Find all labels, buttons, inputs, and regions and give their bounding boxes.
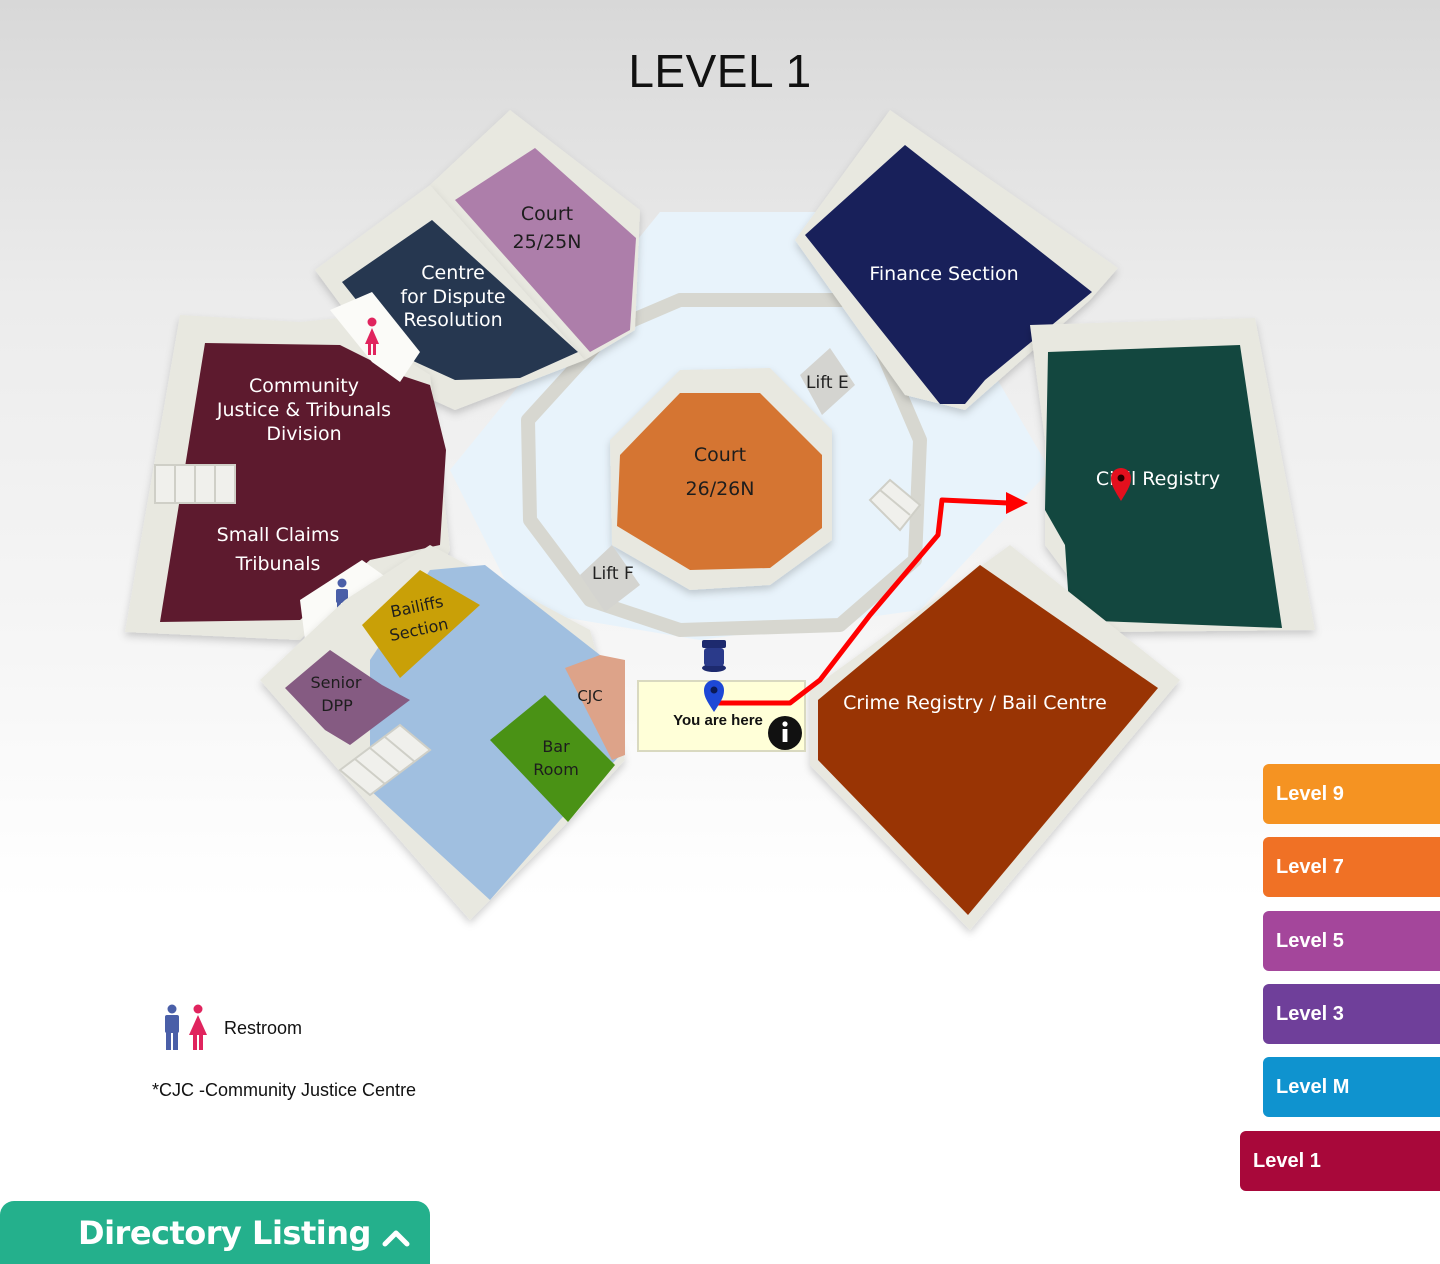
community-label-3: Division — [266, 423, 341, 445]
chevron-up-icon — [382, 1230, 410, 1246]
page-title: LEVEL 1 — [628, 45, 812, 97]
stairs-left-icon — [154, 464, 236, 504]
community-label-2: Justice & Tribunals — [216, 399, 391, 421]
start-location-pin-icon — [704, 680, 724, 712]
you-are-here-label: You are here — [673, 712, 763, 729]
senior-dpp-label-1: Senior — [311, 673, 362, 692]
court-26-label-2: 26/26N — [686, 478, 755, 500]
corridor-blue — [370, 565, 625, 900]
court-26-label-1: Court — [694, 444, 746, 466]
level-5-button[interactable]: Level 5 — [1263, 911, 1440, 971]
small-claims-label-1: Small Claims — [217, 524, 340, 546]
small-claims-label-2: Tribunals — [235, 553, 321, 575]
inner-ring-wall — [521, 293, 927, 637]
route-path — [714, 497, 1009, 706]
route-arrowhead — [1006, 492, 1028, 514]
stairs-bottom-icon — [338, 723, 432, 797]
directory-listing-button[interactable]: Directory Listing — [0, 1201, 430, 1264]
directory-listing-label: Directory Listing — [78, 1213, 371, 1252]
community-label-1: Community — [249, 375, 359, 397]
legend-restroom-label: Restroom — [224, 1017, 303, 1038]
level-3-button[interactable]: Level 3 — [1263, 984, 1440, 1044]
info-icon[interactable] — [768, 716, 802, 750]
floor-map[interactable]: Court 25/25N Centre for Dispute Resoluti… — [0, 0, 1440, 960]
lift-e-box — [800, 348, 855, 415]
stairs-center-icon — [868, 478, 922, 532]
dispute-label-2: for Dispute — [400, 286, 505, 308]
civil-room[interactable] — [1045, 345, 1282, 628]
court-25-room[interactable] — [455, 148, 636, 352]
finance-label: Finance Section — [869, 263, 1018, 285]
senior-dpp-label-2: DPP — [321, 696, 353, 715]
level-9-button[interactable]: Level 9 — [1263, 764, 1440, 824]
restroom-legend-icon — [165, 1004, 207, 1050]
destination-pin-icon — [1111, 468, 1131, 501]
level-m-button[interactable]: Level M — [1263, 1057, 1440, 1117]
lift-f-box — [580, 545, 640, 612]
legend-cjc-note: *CJC -Community Justice Centre — [152, 1080, 417, 1100]
legend-restroom: Restroom — [160, 1004, 302, 1052]
bar-room-label-1: Bar — [542, 737, 570, 756]
cjc-room[interactable] — [565, 655, 625, 760]
bar-room-label-2: Room — [533, 760, 579, 779]
court-25-label-2: 25/25N — [513, 231, 582, 253]
female-restroom-icon — [365, 317, 379, 355]
kiosk-icon — [702, 640, 726, 672]
cjc-label: CJC — [577, 687, 602, 705]
level-7-button[interactable]: Level 7 — [1263, 837, 1440, 897]
lift-f-label: Lift F — [592, 564, 634, 584]
finance-room[interactable] — [805, 145, 1092, 404]
dispute-label-3: Resolution — [403, 309, 502, 331]
bailiffs-room[interactable] — [362, 570, 480, 678]
court-25-label-1: Court — [521, 203, 573, 225]
community-room[interactable] — [160, 343, 446, 622]
court-26-room[interactable] — [617, 393, 822, 570]
bar-room-room[interactable] — [490, 695, 615, 822]
lift-e-label: Lift E — [806, 373, 849, 393]
level-1-button[interactable]: Level 1 — [1240, 1131, 1440, 1191]
senior-dpp-room[interactable] — [285, 650, 410, 745]
crime-room[interactable] — [818, 565, 1158, 915]
crime-label: Crime Registry / Bail Centre — [843, 692, 1107, 714]
dispute-label-1: Centre — [421, 262, 485, 284]
